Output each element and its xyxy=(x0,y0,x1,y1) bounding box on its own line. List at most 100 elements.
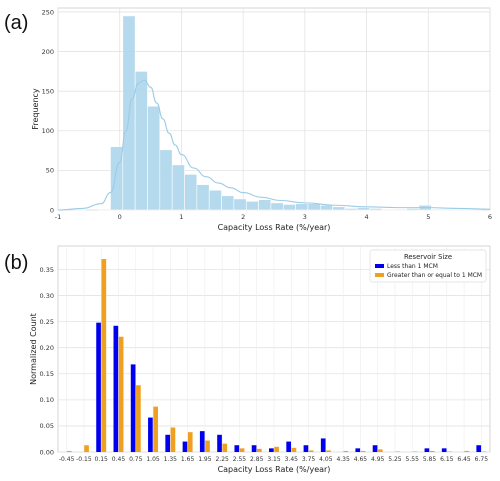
bar-series-2 xyxy=(291,447,297,452)
histogram-bar xyxy=(455,208,469,211)
y-tick-label: 150 xyxy=(42,87,54,95)
histogram-bar xyxy=(110,146,124,211)
bar-series-2 xyxy=(153,406,159,452)
histogram-bar xyxy=(159,149,173,211)
x-tick-label: 5 xyxy=(426,213,430,221)
y-tick-label: 0.10 xyxy=(40,396,54,404)
y-axis-label-b: Normalized Count xyxy=(29,313,38,385)
bar-series-2 xyxy=(118,336,124,452)
bar-series-2 xyxy=(205,440,210,452)
x-tick-label: 0.75 xyxy=(129,456,143,463)
y-tick-label: 0 xyxy=(50,206,54,214)
histogram-bar xyxy=(147,105,161,211)
histogram-bar xyxy=(394,208,407,211)
bar-series-2 xyxy=(66,450,72,452)
histogram-bar xyxy=(307,203,321,211)
bar-series-1 xyxy=(217,434,222,452)
bar-series-1 xyxy=(130,364,136,452)
y-tick-label: 0.25 xyxy=(40,318,54,326)
bar-series-1 xyxy=(424,448,430,452)
bar-series-2 xyxy=(429,450,435,452)
bar-series-1 xyxy=(320,438,326,452)
bar-series-2 xyxy=(101,259,107,452)
x-tick-label: 1.05 xyxy=(146,456,160,463)
histogram-bar xyxy=(319,204,333,211)
histogram-bar xyxy=(221,195,235,211)
histogram-bar xyxy=(208,189,222,211)
histogram-bar xyxy=(184,174,198,211)
x-tick-label: 6.15 xyxy=(440,456,454,463)
x-tick-label: 0.15 xyxy=(95,456,109,463)
bar-series-2 xyxy=(136,385,141,452)
y-tick-label: 50 xyxy=(46,167,54,175)
bar-series-2 xyxy=(377,449,383,452)
y-tick-label: 0.20 xyxy=(40,344,54,352)
bar-series-1 xyxy=(372,445,378,452)
histogram-bar xyxy=(443,208,457,211)
x-tick-label: 2.25 xyxy=(215,456,229,463)
histogram-bar xyxy=(332,206,346,211)
y-axis-label-a: Frequency xyxy=(31,88,40,130)
x-tick-label: 3 xyxy=(303,213,307,221)
x-tick-label: 3.75 xyxy=(302,456,316,463)
x-tick-label: 0 xyxy=(118,213,122,221)
x-tick-label: -0.15 xyxy=(76,456,92,463)
bar-series-2 xyxy=(464,450,470,452)
legend-entry: Less than 1 MCM xyxy=(387,263,438,270)
histogram-bar xyxy=(431,208,445,211)
bar-series-2 xyxy=(257,448,262,452)
bar-series-1 xyxy=(199,431,205,452)
bar-series-2 xyxy=(239,448,245,452)
panel-label-b: (b) xyxy=(4,252,29,274)
kde-curve xyxy=(57,79,491,211)
x-tick-label: 5.25 xyxy=(388,456,402,463)
bar-series-1 xyxy=(96,322,101,452)
bar-series-2 xyxy=(84,445,89,452)
histogram-bar xyxy=(357,207,370,211)
x-tick-label: 3.45 xyxy=(285,456,299,463)
histogram-bar xyxy=(97,208,111,211)
bar-series-1 xyxy=(355,448,361,452)
bar-series-2 xyxy=(360,450,366,452)
histogram-bar xyxy=(171,164,185,211)
histogram-bar xyxy=(270,202,284,211)
x-tick-label: 4.05 xyxy=(319,456,333,463)
bar-series-1 xyxy=(234,445,240,452)
bar-series-2 xyxy=(326,450,331,452)
legend: Reservoir Size Less than 1 MCM Greater tha… xyxy=(369,249,487,283)
x-tick-label: 4.65 xyxy=(354,456,368,463)
histogram-bar xyxy=(344,208,358,211)
x-tick-label: 4.95 xyxy=(371,456,385,463)
histogram-bar xyxy=(258,199,272,211)
bar-series-2 xyxy=(308,450,314,452)
x-axis-label-a: Capacity Loss Rate (%/year) xyxy=(218,223,331,232)
y-tick-label: 0.05 xyxy=(40,422,54,430)
histogram-bar xyxy=(369,208,383,211)
legend-entry: Greater than or equal to 1 MCM xyxy=(387,272,482,279)
x-tick-label: 6 xyxy=(488,213,492,221)
legend-title: Reservoir Size xyxy=(404,253,452,261)
x-tick-label: 0.45 xyxy=(112,456,126,463)
x-tick-label: -0.45 xyxy=(59,456,75,463)
bar-series-2 xyxy=(222,443,228,452)
x-tick-label: 4 xyxy=(365,213,369,221)
histogram-bar xyxy=(406,208,420,211)
panel-label-a: (a) xyxy=(4,12,29,34)
histogram-bar xyxy=(134,71,148,211)
histogram-bar xyxy=(73,208,87,211)
y-tick-label: 200 xyxy=(42,48,54,56)
y-tick-label: 250 xyxy=(42,8,54,16)
histogram-bar xyxy=(295,203,309,211)
bar-series-1 xyxy=(148,417,153,452)
bar-series-1 xyxy=(303,445,309,452)
x-tick-label: 2.85 xyxy=(250,456,264,463)
bar-series-2 xyxy=(447,451,452,452)
x-tick-label: 6.45 xyxy=(457,456,471,463)
x-tick-label: 2 xyxy=(241,213,245,221)
y-tick-label: 100 xyxy=(42,127,54,135)
x-tick-label: 1.65 xyxy=(181,456,195,463)
x-tick-label: 5.85 xyxy=(423,456,437,463)
bar-series-2 xyxy=(395,451,400,452)
bar-series-1 xyxy=(182,441,188,452)
